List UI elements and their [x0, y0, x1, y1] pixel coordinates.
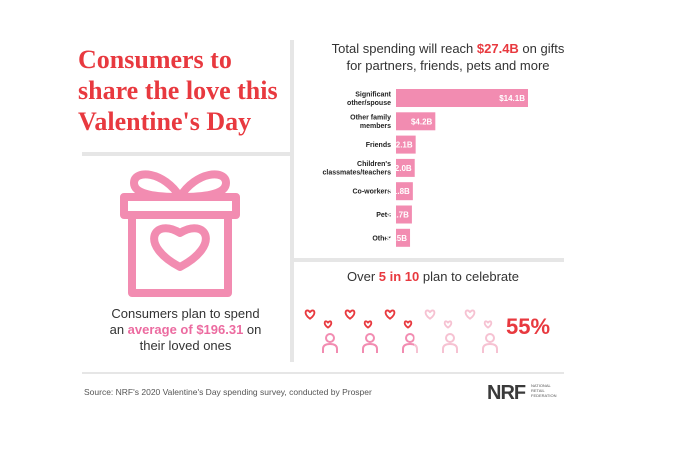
bar-label-1: Other family members — [350, 115, 391, 131]
bar-value-0: $14.1B — [499, 94, 525, 103]
title-line-3: Valentine's Day — [78, 107, 252, 136]
stat-highlight: average of $196.31 — [127, 322, 244, 337]
celebrate-highlight: 5 in 10 — [378, 269, 420, 284]
bar-2 — [396, 135, 416, 154]
logo-sub-3: FEDERATION — [531, 393, 557, 398]
divider-vertical — [290, 40, 294, 362]
bar-label-2: Friends — [366, 142, 391, 149]
stat-line-3: their loved ones — [139, 338, 232, 353]
bar-1 — [396, 112, 436, 131]
spending-bar-chart: Significant other/spouse $14.1B Other famil… — [323, 89, 528, 247]
bar-value-1: $4.2B — [411, 117, 433, 126]
divider-left — [82, 152, 290, 156]
title-line-1: Consumers to — [78, 45, 232, 74]
chart-title-line-2: for partners, friends, pets and more — [346, 58, 550, 73]
bar-4 — [396, 182, 413, 201]
title-line-2: share the love this — [78, 76, 278, 105]
stat-prefix: an — [109, 322, 128, 337]
celebrate-title: Over 5 in 10 plan to celebrate — [298, 269, 568, 284]
person-icon-1 — [344, 309, 378, 353]
bar-label-6: Other — [372, 235, 391, 242]
stat-line-2: an average of $196.31 on — [78, 322, 293, 338]
celebrate-percent: 55% — [506, 314, 551, 339]
stat-suffix: on — [243, 322, 262, 337]
bar-0 — [396, 89, 528, 107]
celebrate-suffix: plan to celebrate — [419, 269, 519, 284]
person-icon-0 — [304, 309, 338, 353]
average-spend-stat: Consumers plan to spend an average of $1… — [78, 306, 293, 354]
bar-value-6: $1.5B — [386, 234, 408, 243]
chart-title: Total spending will reach $27.4B on gift… — [298, 40, 598, 74]
bar-value-5: $1.7B — [388, 211, 410, 220]
bar-3 — [396, 158, 415, 177]
divider-bottom — [82, 372, 564, 374]
celebrate-prefix: Over — [347, 269, 379, 284]
bar-label-4: Co-workers — [352, 189, 391, 196]
bar-5 — [396, 205, 412, 224]
bar-label-0: Significant other/spouse — [347, 91, 392, 107]
page-title: Consumers to share the love this Valenti… — [78, 44, 293, 137]
chart-title-suffix: on gifts — [518, 41, 565, 56]
people-icons-row — [304, 309, 498, 356]
stat-line-1: Consumers plan to spend — [111, 306, 260, 321]
logo-sub-2: RETAIL — [531, 388, 545, 393]
bar-value-4: $1.8B — [388, 187, 410, 196]
person-icon-4 — [464, 309, 498, 353]
person-icon-2 — [384, 309, 422, 356]
divider-right — [294, 258, 564, 262]
nrf-logo: NRF — [487, 382, 526, 404]
source-note: Source: NRF's 2020 Valentine's Day spend… — [84, 387, 372, 397]
bar-value-3: $2.0B — [390, 164, 412, 173]
bar-label-5: Pets — [376, 212, 391, 219]
nrf-logo-subtitle: NATIONAL RETAIL FEDERATION — [531, 383, 561, 398]
bar-value-2: $2.1B — [391, 141, 413, 150]
person-icon-3 — [424, 309, 458, 353]
gift-heart-icon — [120, 170, 240, 297]
logo-sub-1: NATIONAL — [531, 383, 551, 388]
chart-title-prefix: Total spending will reach — [331, 41, 477, 56]
bar-label-3: Children's classmates/teachers — [323, 161, 392, 177]
chart-title-line-1: Total spending will reach $27.4B on gift… — [298, 40, 598, 57]
chart-title-highlight: $27.4B — [476, 41, 519, 56]
bar-6 — [396, 228, 411, 247]
